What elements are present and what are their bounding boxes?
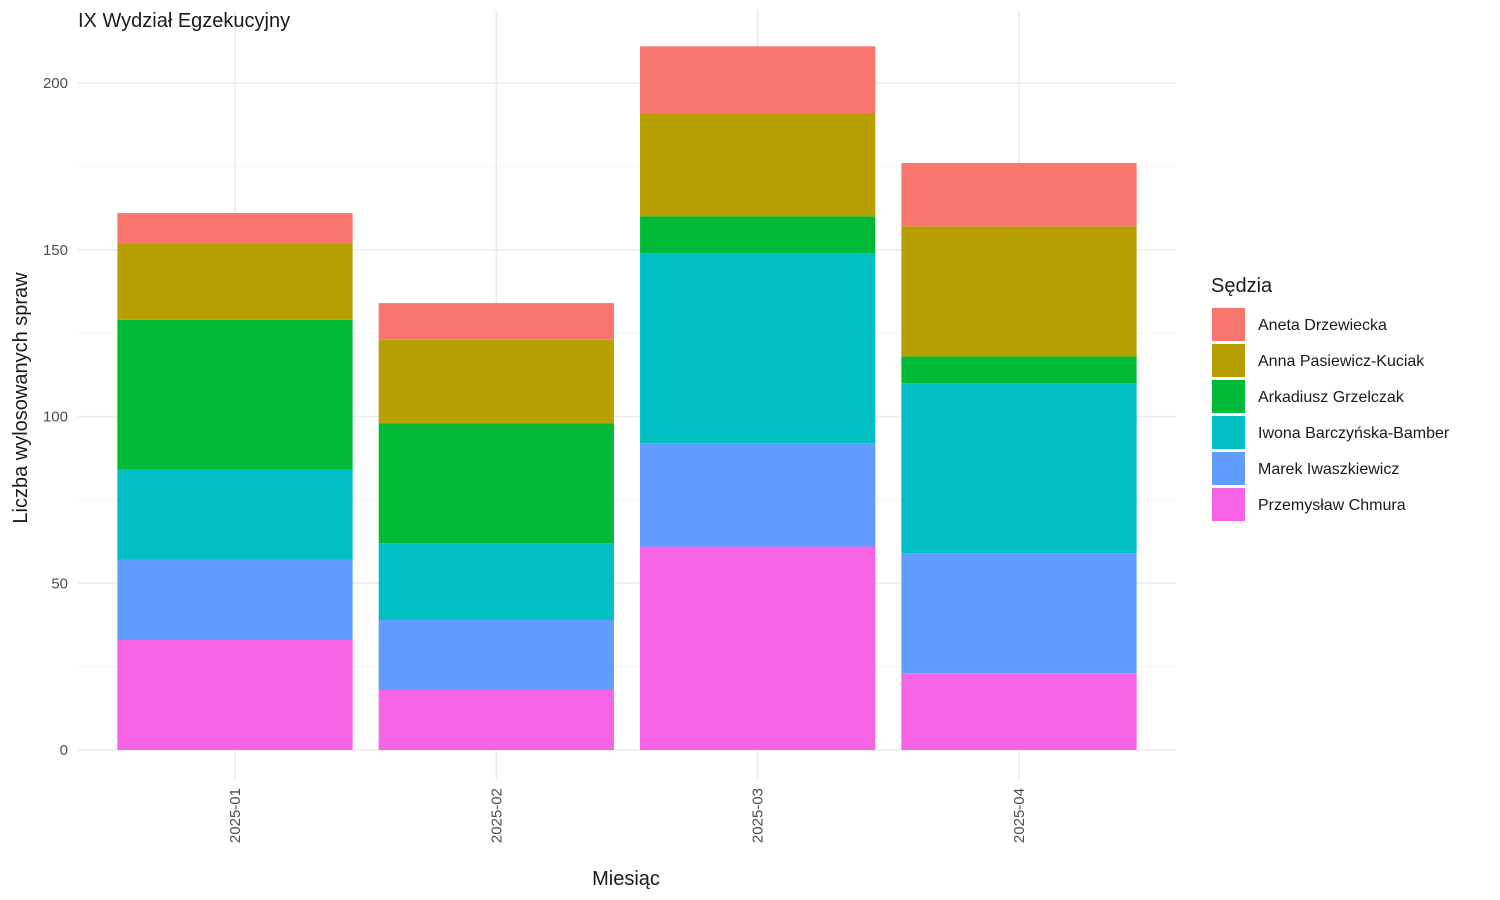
legend-swatch <box>1212 380 1245 413</box>
bar-segment <box>378 423 614 544</box>
legend-label: Aneta Drzewiecka <box>1258 317 1387 334</box>
chart-title: IX Wydział Egzekucyjny <box>78 10 290 32</box>
y-axis-ticks: 0 50 100 150 200 <box>43 75 68 759</box>
bar-segment <box>640 443 876 547</box>
bar-segment <box>378 339 614 424</box>
y-axis-title: Liczba wylosowanych spraw <box>10 272 32 524</box>
bar-segment <box>640 113 876 217</box>
bar-segment <box>378 303 614 340</box>
legend-label: Marek Iwaszkiewicz <box>1258 461 1399 478</box>
x-tick-label: 2025-03 <box>750 788 767 843</box>
y-tick-label: 0 <box>60 742 68 759</box>
legend: Aneta Drzewiecka Anna Pasiewicz-Kuciak Ark… <box>1212 308 1450 521</box>
bar-segment <box>117 319 353 470</box>
legend-label: Anna Pasiewicz-Kuciak <box>1258 353 1425 370</box>
bar-segment <box>378 689 614 750</box>
x-axis-title: Miesiąc <box>592 868 660 890</box>
legend-label: Arkadiusz Grzelczak <box>1258 389 1405 406</box>
x-tick-label: 2025-01 <box>227 788 244 843</box>
bar-segment <box>901 383 1137 554</box>
y-tick-label: 50 <box>51 575 68 592</box>
legend-label: Iwona Barczyńska-Bamber <box>1258 425 1450 442</box>
bar-segment <box>640 46 876 114</box>
bar-segment <box>117 559 353 640</box>
bar-segment <box>640 216 876 254</box>
bar-segment <box>117 243 353 320</box>
bars <box>117 46 1137 750</box>
legend-swatch <box>1212 488 1245 521</box>
x-tick-label: 2025-04 <box>1011 788 1028 843</box>
y-tick-label: 200 <box>43 75 68 92</box>
legend-swatch <box>1212 344 1245 377</box>
bar-segment <box>901 163 1137 227</box>
bar-segment <box>378 543 614 620</box>
bar-segment <box>901 553 1137 674</box>
bar-segment <box>901 226 1137 357</box>
legend-swatch <box>1212 452 1245 485</box>
x-axis-ticks: 2025-01 2025-02 2025-03 2025-04 <box>227 788 1028 843</box>
y-tick-label: 150 <box>43 242 68 259</box>
x-tick-label: 2025-02 <box>488 788 505 843</box>
bar-segment <box>901 356 1137 384</box>
bar-segment <box>640 546 876 750</box>
legend-swatch <box>1212 416 1245 449</box>
bar-segment <box>640 253 876 444</box>
y-tick-label: 100 <box>43 409 68 426</box>
bar-segment <box>901 673 1137 750</box>
legend-title: Sędzia <box>1211 275 1273 297</box>
bar-segment <box>117 469 353 560</box>
bar-segment <box>378 619 614 690</box>
legend-swatch <box>1212 308 1245 341</box>
bar-segment <box>117 639 353 750</box>
legend-label: Przemysław Chmura <box>1258 497 1406 514</box>
bar-segment <box>117 213 353 244</box>
